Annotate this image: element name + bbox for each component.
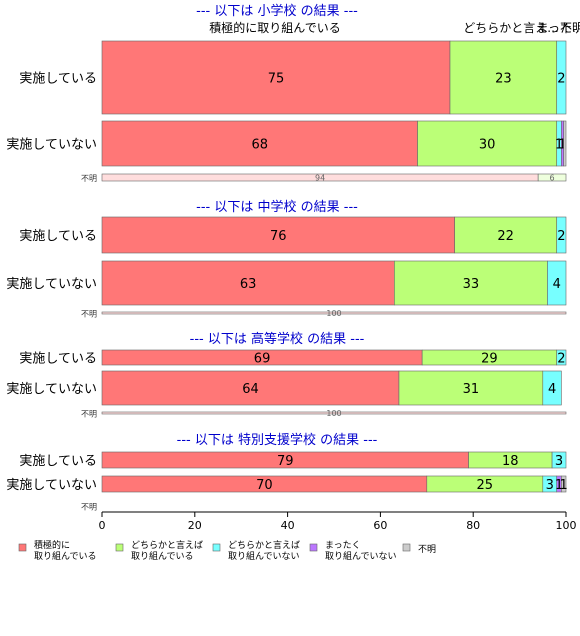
legend-swatch [212,543,221,552]
data-label: 63 [240,277,257,292]
data-label: 79 [277,454,294,469]
bar-segment [556,40,567,115]
bar-segment [394,260,548,306]
legend-label: どちらかと言えば [131,539,203,551]
legend-label: 取り組んでいない [228,550,300,562]
legend-swatch [402,543,411,552]
row-label: 実施していない [6,381,97,397]
data-label: 23 [495,72,512,87]
x-tick-label: 100 [556,519,577,532]
data-label: 2 [557,229,565,244]
legend-label: 不明 [418,544,436,555]
bar-segment [101,40,451,115]
row-label: 実施していない [6,477,97,493]
bar-segment [551,451,567,469]
column-label-none: まった... [537,21,580,35]
bar-segment [542,370,562,406]
data-label: 76 [270,229,287,244]
data-label: 1 [555,478,563,493]
x-tick-label: 40 [281,519,295,532]
bar-segment [454,216,558,254]
row-label: 不明 [81,503,97,512]
x-tick-label: 0 [99,519,106,532]
data-label: 64 [242,382,259,397]
data-label: 3 [546,478,554,493]
data-label: 22 [497,229,514,244]
bar-segment [101,370,400,406]
legend-label: 取り組んでいない [325,550,397,562]
data-label: 4 [548,382,556,397]
legend-label: どちらかと言えば [228,539,300,551]
row-label: 実施している [19,71,97,87]
data-label: 68 [251,138,268,153]
data-label: 1 [555,138,563,153]
bar-segment [101,311,567,315]
legend-label: 取り組んでいる [131,550,194,562]
panel-title: --- 以下は 特別支援学校 の結果 --- [177,432,378,448]
data-label: 100 [326,309,341,318]
bar-segment [561,475,567,493]
data-label: 31 [463,382,480,397]
bar-segment [398,370,544,406]
bar-segment [563,120,567,167]
legend-swatch [309,543,318,552]
row-label: 不明 [81,310,97,319]
row-label: 実施している [19,228,97,244]
bar-segment [101,411,567,415]
data-label: 30 [479,138,496,153]
panel-title: --- 以下は 中学校 の結果 --- [196,199,358,215]
legend-label: まったく [325,540,361,551]
row-label: 実施していない [6,137,97,153]
bar-segment [556,216,567,254]
row-label: 不明 [81,410,97,419]
data-label: 94 [315,174,325,183]
data-label: 1 [558,138,566,153]
column-label-somewhat: どちらかと言え... [463,21,558,35]
data-label: 3 [555,454,563,469]
data-label: 69 [254,352,271,367]
bar-segment [556,349,567,366]
data-label: 18 [502,454,519,469]
row-label: 不明 [81,174,97,183]
data-label: 75 [268,72,285,87]
data-label: 4 [553,277,561,292]
bar-segment [417,120,558,167]
bar-segment [101,216,455,254]
bar-segment [101,260,395,306]
data-label: 2 [557,352,565,367]
data-label: 33 [463,277,480,292]
data-label: 25 [477,478,494,493]
legend-label: 取り組んでいる [34,550,97,562]
column-label-positive: 積極的に取り組んでいる [209,20,340,35]
data-label: 29 [481,352,498,367]
legend-swatch [18,543,27,552]
data-label: 100 [326,409,341,418]
x-tick-label: 60 [373,519,387,532]
bar-segment [101,120,418,167]
panel-title: --- 以下は 高等学校 の結果 --- [190,331,365,347]
x-tick-label: 20 [188,519,202,532]
data-label: 1 [560,478,568,493]
legend-label: 積極的に [34,539,70,551]
row-label: 実施していない [6,276,97,292]
data-label: 2 [557,72,565,87]
panel-title: --- 以下は 小学校 の結果 --- [196,3,358,19]
row-label: 実施している [19,453,97,469]
bar-segment [547,260,567,306]
bar-segment [537,173,567,182]
data-label: 70 [256,478,273,493]
x-tick-label: 80 [466,519,480,532]
legend-swatch [115,543,124,552]
column-label-unknown: 不明 [560,21,580,35]
row-label: 実施している [19,351,97,367]
data-label: 6 [550,174,555,183]
